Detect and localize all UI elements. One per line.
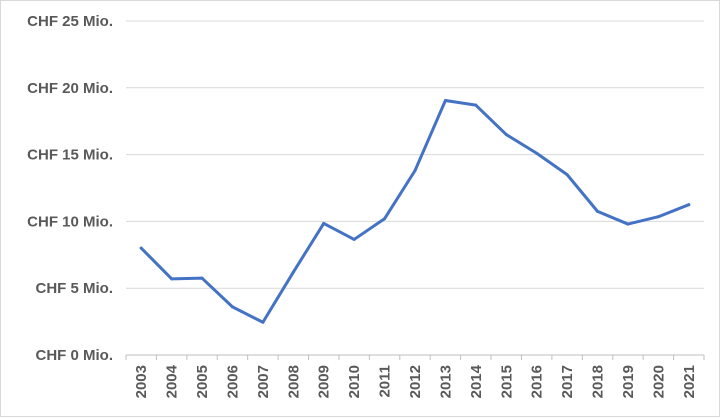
x-axis-tick-labels: 2003 2004 2005 2006 2007 2008 2009 2010 2011 2012… xyxy=(133,364,698,398)
y-tick-label: CHF 10 Mio. xyxy=(27,213,113,230)
x-tick-label: 2006 xyxy=(224,365,241,398)
x-tick-label: 2010 xyxy=(346,365,363,398)
x-tick-label: 2018 xyxy=(590,365,607,398)
y-tick-label: CHF 0 Mio. xyxy=(36,347,114,364)
y-tick-label: CHF 20 Mio. xyxy=(27,80,113,97)
data-point xyxy=(687,203,691,207)
x-tick-label: 2005 xyxy=(194,365,211,398)
y-axis-tick-labels: CHF 0 Mio. CHF 5 Mio. CHF 10 Mio. CHF 15 Mi… xyxy=(27,13,113,364)
data-point xyxy=(139,246,143,250)
x-tick-label: 2013 xyxy=(437,365,454,398)
x-tick-label: 2003 xyxy=(133,365,150,398)
data-point xyxy=(504,133,508,137)
data-point xyxy=(200,276,204,280)
x-tick-label: 2014 xyxy=(468,364,485,398)
data-point xyxy=(443,98,447,102)
data-point xyxy=(352,237,356,241)
x-tick-label: 2008 xyxy=(285,365,302,398)
data-point xyxy=(565,173,569,177)
series-layer xyxy=(139,98,691,324)
x-tick-label: 2007 xyxy=(255,365,272,398)
x-tick-label: 2015 xyxy=(498,365,515,398)
data-point xyxy=(535,151,539,155)
x-tick-label: 2011 xyxy=(377,365,394,398)
gridlines xyxy=(125,20,705,360)
y-tick-label: CHF 15 Mio. xyxy=(27,147,113,164)
x-tick-label: 2019 xyxy=(620,365,637,398)
data-point xyxy=(261,320,265,324)
x-tick-label: 2009 xyxy=(316,365,333,398)
data-point xyxy=(322,221,326,225)
data-point xyxy=(413,169,417,173)
data-point xyxy=(474,103,478,107)
x-tick-label: 2017 xyxy=(559,365,576,398)
data-point xyxy=(596,209,600,213)
x-tick-label: 2020 xyxy=(650,365,667,398)
data-point xyxy=(230,305,234,309)
data-point xyxy=(656,215,660,219)
x-tick-label: 2004 xyxy=(164,364,181,398)
x-tick-label: 2021 xyxy=(681,365,698,398)
x-tick-label: 2016 xyxy=(529,365,546,398)
data-point xyxy=(170,277,174,281)
y-tick-label: CHF 25 Mio. xyxy=(27,13,113,30)
data-point xyxy=(626,222,630,226)
data-point xyxy=(291,270,295,274)
y-tick-label: CHF 5 Mio. xyxy=(36,280,114,297)
x-tick-label: 2012 xyxy=(407,365,424,398)
data-point xyxy=(383,217,387,221)
series-line xyxy=(139,98,691,324)
